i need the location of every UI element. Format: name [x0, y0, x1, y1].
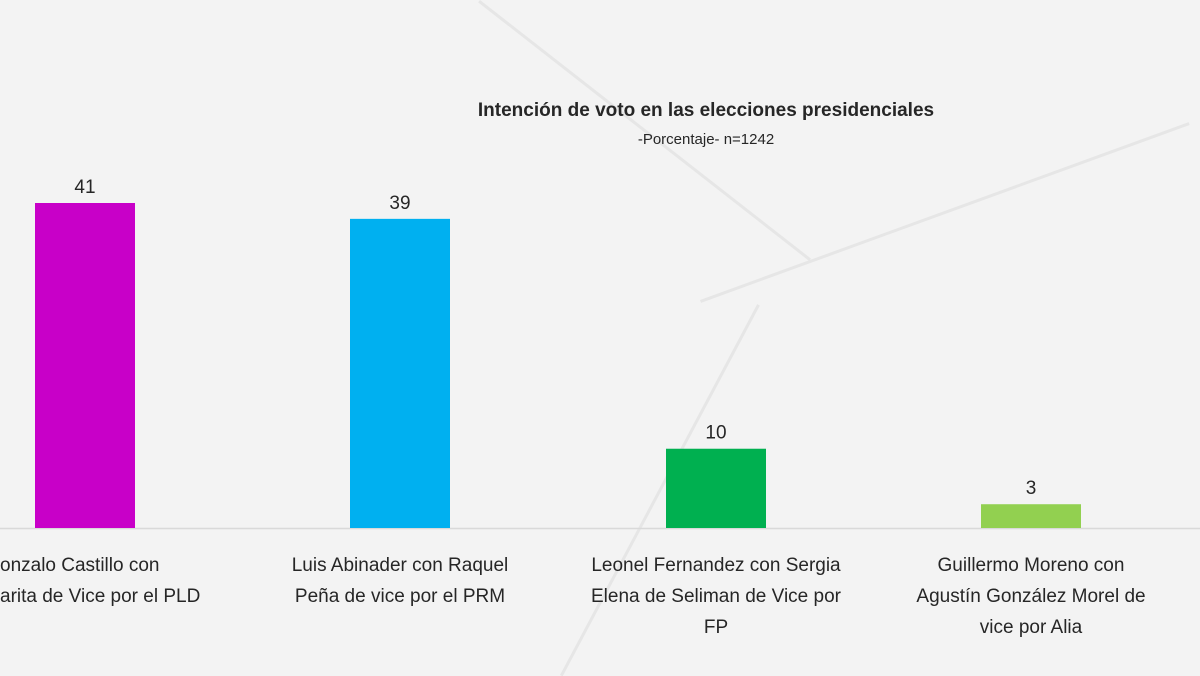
category-label: onzalo Castillo con arita de Vice por el …: [0, 550, 320, 612]
data-label: 39: [389, 193, 410, 214]
chart-subtitle: -Porcentaje- n=1242: [637, 131, 775, 148]
data-label: 3: [1026, 478, 1037, 499]
category-label: Leonel Fernandez con Sergia Elena de Seli…: [556, 550, 876, 643]
category-label-line: Leonel Fernandez con Sergia: [591, 555, 841, 576]
category-label-line: onzalo Castillo con: [0, 555, 160, 576]
bar: [35, 203, 135, 528]
data-label: 10: [705, 423, 726, 444]
category-label-line: Luis Abinader con Raquel: [291, 555, 509, 576]
bar: [666, 448, 766, 528]
category-label-line: Agustín González Morel de: [916, 586, 1146, 607]
chart-title: Intención de voto en las elecciones pres…: [477, 100, 935, 121]
category-label: Luis Abinader con Raquel Peña de vice por…: [240, 550, 560, 612]
category-label-line: Peña de vice por el PRM: [294, 586, 506, 607]
bar: [350, 218, 450, 529]
category-label-line: Elena de Seliman de Vice por: [591, 586, 841, 607]
data-label: 41: [74, 177, 95, 198]
category-label-line: FP: [703, 617, 729, 638]
bar: [981, 504, 1081, 528]
category-label-line: Guillermo Moreno con: [937, 555, 1125, 576]
category-label: Guillermo Moreno con Agustín González Mor…: [871, 550, 1191, 643]
category-label-line: vice por Alia: [979, 617, 1083, 638]
category-label-line: arita de Vice por el PLD: [0, 586, 201, 607]
